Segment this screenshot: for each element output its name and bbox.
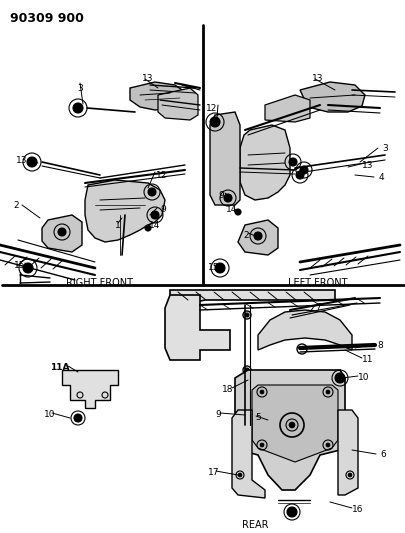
Polygon shape [62, 370, 118, 408]
Text: RIGHT FRONT: RIGHT FRONT [66, 278, 133, 288]
Text: 4: 4 [377, 174, 383, 182]
Circle shape [325, 443, 329, 447]
Text: 9: 9 [217, 190, 223, 199]
Circle shape [27, 157, 37, 167]
Text: 14: 14 [149, 221, 160, 230]
Polygon shape [130, 82, 185, 110]
Text: 12: 12 [206, 103, 217, 112]
Circle shape [58, 228, 66, 236]
Circle shape [286, 507, 296, 517]
Text: 8: 8 [376, 342, 382, 351]
Circle shape [151, 211, 159, 219]
Text: 18: 18 [222, 385, 233, 394]
Polygon shape [237, 220, 277, 255]
Polygon shape [239, 125, 289, 200]
Text: 1: 1 [115, 221, 121, 230]
Text: 13: 13 [16, 156, 28, 165]
Circle shape [148, 188, 156, 196]
Text: 9: 9 [160, 206, 166, 214]
Text: 11A: 11A [50, 364, 70, 373]
Circle shape [234, 209, 241, 215]
Polygon shape [209, 112, 239, 205]
Text: 15: 15 [14, 261, 26, 270]
Polygon shape [85, 180, 164, 242]
Text: 13: 13 [311, 74, 323, 83]
Text: 11: 11 [361, 356, 373, 365]
Circle shape [254, 232, 261, 240]
Text: 7: 7 [314, 303, 320, 312]
Circle shape [215, 263, 224, 273]
Text: 5: 5 [254, 414, 260, 423]
Text: 2: 2 [243, 230, 248, 239]
Circle shape [347, 473, 351, 477]
Circle shape [288, 422, 294, 428]
Polygon shape [164, 295, 230, 360]
Circle shape [288, 158, 296, 166]
Text: 3: 3 [381, 143, 387, 152]
Text: 2: 2 [13, 200, 19, 209]
Text: 15: 15 [208, 263, 219, 272]
Circle shape [299, 166, 307, 174]
Text: 16: 16 [352, 505, 363, 514]
Polygon shape [299, 82, 364, 112]
Circle shape [145, 225, 151, 231]
Circle shape [244, 313, 248, 317]
Polygon shape [231, 410, 264, 498]
Text: 90309 900: 90309 900 [10, 12, 84, 25]
Circle shape [224, 194, 231, 202]
Text: 14: 14 [226, 206, 237, 214]
Text: LEFT FRONT: LEFT FRONT [288, 278, 347, 288]
Circle shape [244, 368, 248, 372]
Text: 12: 12 [156, 171, 167, 180]
Polygon shape [234, 370, 344, 490]
Circle shape [73, 103, 83, 113]
Text: REAR: REAR [241, 520, 268, 530]
Text: 10: 10 [44, 410, 55, 419]
Text: 3: 3 [77, 84, 83, 93]
Circle shape [74, 414, 82, 422]
Polygon shape [257, 310, 351, 350]
Circle shape [259, 390, 263, 394]
Text: 13: 13 [361, 160, 373, 169]
Polygon shape [264, 95, 309, 122]
Text: 17: 17 [208, 469, 219, 478]
Text: 6: 6 [379, 450, 385, 459]
Polygon shape [42, 215, 82, 252]
Polygon shape [158, 88, 198, 120]
Circle shape [334, 373, 344, 383]
Circle shape [23, 263, 33, 273]
Polygon shape [170, 290, 334, 308]
Circle shape [295, 171, 303, 179]
Circle shape [119, 214, 125, 220]
Text: 9: 9 [215, 410, 220, 419]
Circle shape [209, 117, 220, 127]
Polygon shape [252, 385, 337, 462]
Polygon shape [337, 410, 357, 495]
Circle shape [237, 473, 241, 477]
Text: 13: 13 [142, 74, 153, 83]
Text: 10: 10 [357, 374, 369, 383]
Circle shape [259, 443, 263, 447]
Circle shape [325, 390, 329, 394]
